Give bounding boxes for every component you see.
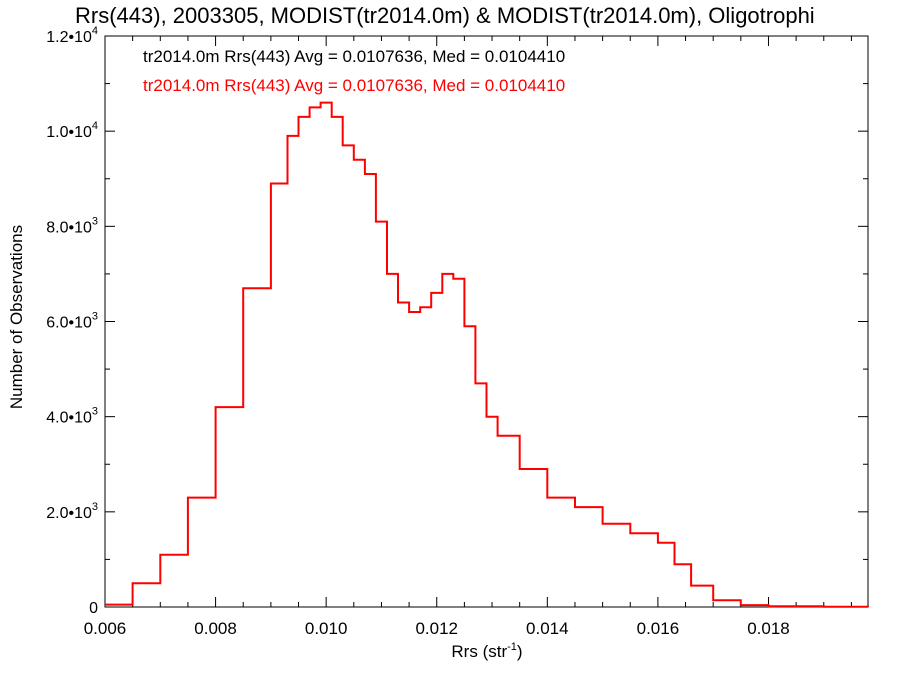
y-tick-label: 6.0•103 [46,311,98,332]
y-axis: 0 2.0•103 4.0•103 6.0•103 8.0•103 1.0•104 1.2•… [46,25,868,617]
y-tick-label: 1.0•104 [46,120,98,141]
plot-frame [104,35,869,608]
x-axis-label-superscript: -1 [507,641,517,653]
y-axis-label: Number of Observations [7,225,26,409]
y-tick-label: 8.0•103 [46,215,98,236]
x-axis-label-close: ) [517,642,523,661]
legend-annotation-1: tr2014.0m Rrs(443) Avg = 0.0107636, Med … [143,76,565,95]
y-tick-label: 0 [89,600,98,617]
y-tick-label: 2.0•103 [46,501,98,522]
x-axis: 0.006 0.008 0.010 0.012 0.014 0.016 0.018 [84,36,852,638]
y-tick-label: 4.0•103 [46,406,98,427]
y-tick-label: 1.2•104 [46,25,98,46]
x-tick-label: 0.014 [526,619,569,638]
x-axis-label-base: Rrs (str [451,642,507,661]
x-tick-label: 0.012 [415,619,458,638]
series-line-0 [105,101,869,608]
x-axis-label: Rrs (str-1) [451,641,522,661]
x-tick-label: 0.006 [84,619,127,638]
x-tick-label: 0.018 [747,619,790,638]
legend-annotation-0: tr2014.0m Rrs(443) Avg = 0.0107636, Med … [143,47,565,66]
series-layer [105,101,869,608]
x-tick-label: 0.008 [194,619,237,638]
x-tick-label: 0.016 [637,619,680,638]
chart-title: Rrs(443), 2003305, MODIST(tr2014.0m) & M… [75,3,815,28]
legend-annotations: tr2014.0m Rrs(443) Avg = 0.0107636, Med … [143,47,565,95]
x-tick-label: 0.010 [305,619,348,638]
